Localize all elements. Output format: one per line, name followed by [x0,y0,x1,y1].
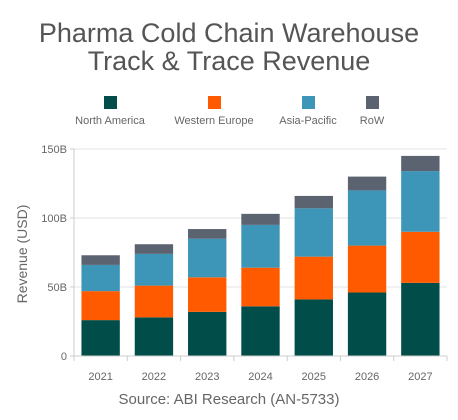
bars [81,155,440,356]
legend-item-asia-pacific[interactable]: Asia-Pacific [270,96,346,127]
bar-row-2022[interactable] [134,244,174,254]
bar-north-america-2023[interactable] [188,311,227,356]
bar-asia-pacific-2024[interactable] [241,224,280,268]
legend-label-asia-pacific: Asia-Pacific [279,115,337,127]
x-tick-label: 2022 [142,371,166,383]
bar-north-america-2027[interactable] [401,282,440,356]
x-tick-label: 2021 [88,371,112,383]
bar-north-america-2026[interactable] [347,292,387,356]
bar-asia-pacific-2021[interactable] [81,264,120,292]
legend-swatch-asia-pacific [301,96,315,109]
bar-north-america-2022[interactable] [134,317,174,356]
bar-asia-pacific-2025[interactable] [294,208,333,257]
legend-item-north-america[interactable]: North America [64,96,156,127]
legend-item-western-europe[interactable]: Western Europe [166,96,262,127]
legend-item-row[interactable]: RoW [352,96,392,127]
x-tick-label: 2026 [355,371,379,383]
chart-title-line-1: Pharma Cold Chain Warehouse [38,18,420,48]
bar-asia-pacific-2023[interactable] [188,238,227,278]
bar-north-america-2025[interactable] [294,299,333,356]
bar-western-europe-2021[interactable] [81,291,120,321]
bar-row-2023[interactable] [188,229,227,239]
legend-label-row: RoW [359,115,385,127]
x-tick-label: 2027 [408,371,432,383]
y-tick-label: 50B [47,282,67,294]
y-tick-label: 100B [41,213,67,225]
bar-western-europe-2025[interactable] [294,256,333,300]
chart-source-note: Source: ABI Research (AN-5733) [118,391,340,408]
y-tick-label: 0 [61,351,67,363]
y-tick-label: 150B [41,144,67,156]
legend-label-western-europe: Western Europe [174,115,254,127]
legend-label-north-america: North America [75,115,145,127]
legend-swatch-western-europe [207,96,221,109]
bar-row-2024[interactable] [241,213,280,225]
axis-labels: 0 50B 100B 150B 2021 2022 2023 2024 2025 2026 2027 [41,144,432,383]
y-axis-title: Revenue (USD) [14,205,30,304]
bar-western-europe-2026[interactable] [347,245,387,293]
bar-asia-pacific-2027[interactable] [401,171,440,232]
bar-western-europe-2024[interactable] [241,267,280,307]
bar-north-america-2024[interactable] [241,306,280,356]
legend-swatch-row [365,96,379,109]
bar-row-2027[interactable] [401,155,440,172]
bar-row-2025[interactable] [294,195,333,209]
x-tick-label: 2024 [248,371,272,383]
x-tick-label: 2023 [195,371,219,383]
x-tick-label: 2025 [302,371,326,383]
bar-asia-pacific-2026[interactable] [347,190,387,246]
bar-row-2026[interactable] [347,176,387,191]
bar-north-america-2021[interactable] [81,320,120,356]
legend-swatch-north-america [103,96,117,109]
bar-row-2021[interactable] [81,255,120,265]
bar-western-europe-2027[interactable] [401,231,440,283]
bar-western-europe-2022[interactable] [134,285,174,318]
chart-title-line-2: Track & Trace Revenue [87,46,371,76]
bar-asia-pacific-2022[interactable] [134,253,174,286]
bar-western-europe-2023[interactable] [188,277,227,312]
axes [70,148,448,361]
